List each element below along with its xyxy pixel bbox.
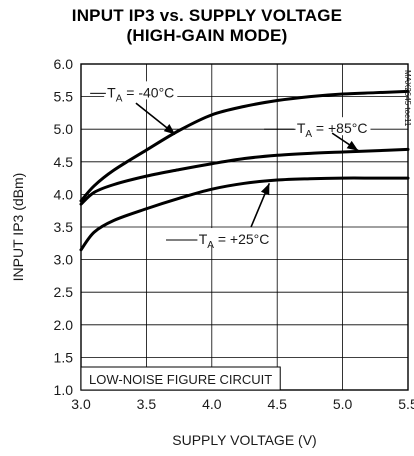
x-tick-label: 4.5 <box>267 396 287 412</box>
x-tick-label: 3.0 <box>71 396 91 412</box>
arrowhead-icon <box>260 183 270 196</box>
chart-title-line2: (HIGH-GAIN MODE) <box>126 26 288 45</box>
x-tick-labels: 3.0 3.5 4.0 4.5 5.0 5.5 <box>71 396 414 412</box>
series-labels: TA = -40°C TA = +85°C TA = +25°C <box>90 81 371 251</box>
chart-title-line1: INPUT IP3 vs. SUPPLY VOLTAGE <box>71 6 343 25</box>
y-tick-label: 1.5 <box>54 349 74 365</box>
x-tick-label: 3.5 <box>137 396 157 412</box>
curves <box>79 89 410 252</box>
y-tick-label: 6.0 <box>54 56 74 72</box>
x-axis-label: SUPPLY VOLTAGE (V) <box>172 432 316 448</box>
series-label-bg <box>293 117 371 136</box>
y-tick-labels: 1.0 1.5 2.0 2.5 3.0 3.5 4.0 4.5 5.0 5.5 6.0 <box>54 56 74 398</box>
y-tick-label: 5.0 <box>54 121 74 137</box>
annotation-box <box>80 366 281 391</box>
series-line-1 <box>79 147 410 206</box>
x-tick-label: 5.0 <box>333 396 353 412</box>
series-label-text: TA = -40°C <box>107 84 174 104</box>
y-tick-label: 1.0 <box>54 382 74 398</box>
series-line-2 <box>79 176 410 252</box>
series-label-text: TA = +85°C <box>297 120 368 140</box>
y-tick-label: 4.0 <box>54 186 74 202</box>
y-tick-label: 3.5 <box>54 219 74 235</box>
y-axis-label: INPUT IP3 (dBm) <box>10 173 26 282</box>
y-tick-label: 2.5 <box>54 284 74 300</box>
arrowhead-icon <box>163 124 176 135</box>
x-tick-label: 5.5 <box>398 396 414 412</box>
series-label-bg <box>104 81 178 100</box>
arrowhead-icon <box>346 140 359 151</box>
y-tick-label: 4.5 <box>54 154 74 170</box>
series-line-0 <box>79 89 410 203</box>
series-label-text: TA = +25°C <box>199 231 270 251</box>
watermark-text: MAX2645 toc11 <box>403 70 412 127</box>
y-tick-label: 2.0 <box>54 317 74 333</box>
x-tick-label: 4.0 <box>202 396 222 412</box>
y-tick-label: 5.5 <box>54 89 74 105</box>
grid-lines <box>81 64 408 390</box>
annotation-text: LOW-NOISE FIGURE CIRCUIT <box>89 372 272 387</box>
series-label-bg <box>195 228 273 247</box>
y-tick-label: 3.0 <box>54 252 74 268</box>
